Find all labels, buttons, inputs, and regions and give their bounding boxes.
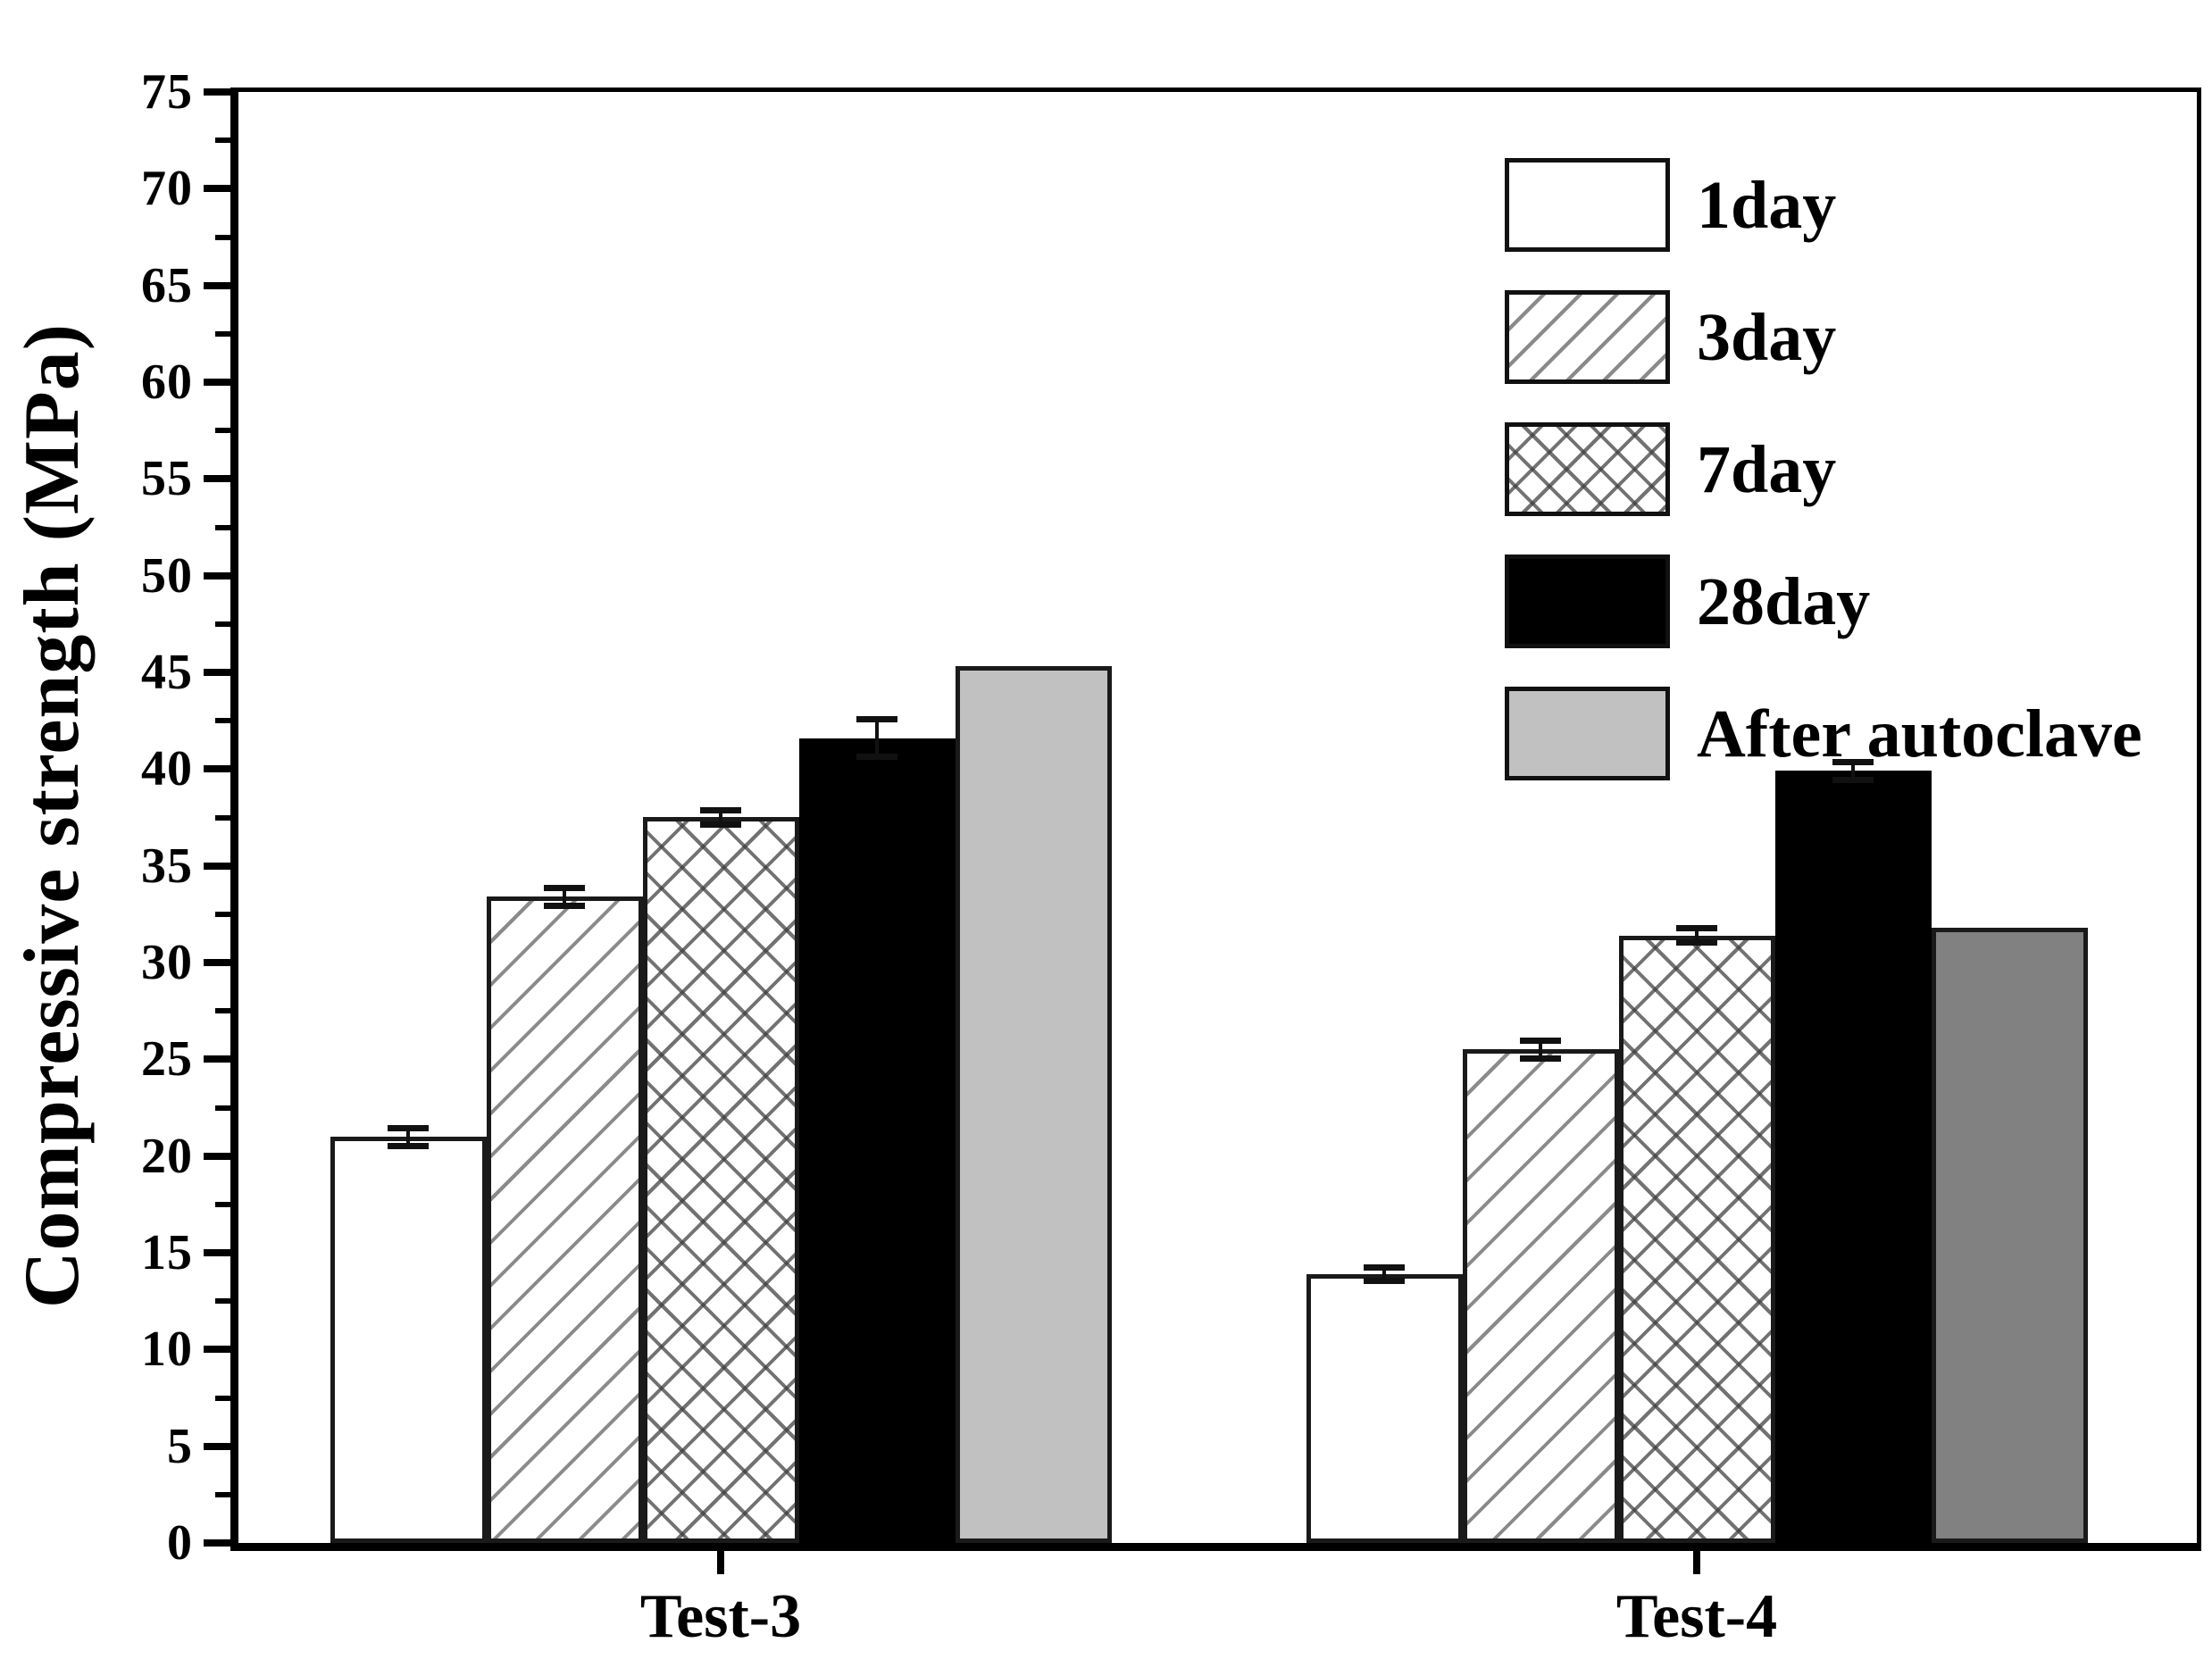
y-minor-tick xyxy=(215,1105,230,1111)
x-category-label: Test-4 xyxy=(1615,1582,1778,1651)
y-tick-label: 20 xyxy=(141,1128,193,1184)
y-tick-label: 30 xyxy=(141,935,193,990)
y-major-tick xyxy=(204,765,230,773)
bar-1day-test-3 xyxy=(330,1137,487,1543)
error-bar-cap-bottom xyxy=(1832,777,1874,783)
y-major-tick xyxy=(204,1346,230,1354)
error-bar-line xyxy=(875,722,879,754)
y-major-tick xyxy=(204,1539,230,1547)
y-major-tick xyxy=(204,185,230,193)
bar-3day-test-4 xyxy=(1462,1049,1619,1543)
legend-label-7day: 7day xyxy=(1697,431,1837,507)
bar-28day-test-3 xyxy=(798,738,956,1543)
error-bar-line xyxy=(1851,765,1855,777)
x-category-label: Test-3 xyxy=(639,1582,802,1651)
error-bar-line xyxy=(406,1130,410,1143)
y-tick-label: 45 xyxy=(141,645,193,700)
error-bar-cap-top xyxy=(856,716,897,723)
y-tick-label: 50 xyxy=(141,547,193,604)
plot-inner xyxy=(238,92,2197,1543)
y-tick-label: 35 xyxy=(141,838,193,894)
y-minor-tick xyxy=(215,814,230,821)
legend-swatch-28day xyxy=(1505,554,1670,648)
y-tick-label: 60 xyxy=(141,354,193,410)
y-major-tick xyxy=(204,1442,230,1450)
error-bar-cap-top xyxy=(388,1124,429,1131)
legend-label-28day: 28day xyxy=(1697,563,1871,639)
legend-label-1day: 1day xyxy=(1697,167,1837,243)
y-minor-tick xyxy=(215,428,230,434)
error-bar-cap-top xyxy=(544,884,585,891)
error-bar-cap-bottom xyxy=(856,754,897,760)
y-tick-label: 15 xyxy=(141,1225,193,1280)
y-minor-tick xyxy=(215,1491,230,1497)
y-tick-label: 5 xyxy=(167,1418,193,1474)
y-major-tick xyxy=(204,571,230,580)
y-minor-tick xyxy=(215,1008,230,1014)
error-bar-cap-top xyxy=(1520,1038,1561,1044)
y-major-tick xyxy=(204,1249,230,1256)
y-tick-label: 10 xyxy=(141,1322,193,1378)
y-major-tick xyxy=(204,959,230,966)
y-minor-tick xyxy=(215,1395,230,1401)
error-bar-cap-top xyxy=(700,807,741,814)
bar-after-autoclave-test-4 xyxy=(1931,928,2088,1543)
y-major-tick xyxy=(204,1055,230,1063)
y-minor-tick xyxy=(215,234,230,240)
error-bar-cap-bottom xyxy=(1676,939,1717,946)
y-major-tick xyxy=(204,475,230,483)
y-tick-label: 75 xyxy=(141,64,193,120)
y-major-tick xyxy=(204,379,230,386)
error-bar-cap-bottom xyxy=(1364,1278,1405,1285)
y-minor-tick xyxy=(215,138,230,144)
x-tick xyxy=(717,1551,724,1574)
bar-after-autoclave-test-3 xyxy=(955,666,1112,1543)
y-major-tick xyxy=(204,669,230,676)
y-tick-label: 0 xyxy=(167,1515,193,1571)
bar-28day-test-4 xyxy=(1774,771,1932,1543)
legend-swatch-7day xyxy=(1505,422,1670,516)
x-tick xyxy=(1693,1551,1700,1574)
y-minor-tick xyxy=(215,330,230,337)
error-bar-line xyxy=(719,813,722,821)
bar-3day-test-3 xyxy=(486,896,643,1543)
error-bar-cap-top xyxy=(1364,1263,1405,1271)
y-major-tick xyxy=(204,88,230,96)
y-minor-tick xyxy=(215,524,230,530)
legend-label-after-autoclave: After autoclave xyxy=(1697,696,2142,771)
error-bar-cap-top xyxy=(1676,925,1717,932)
legend-label-3day: 3day xyxy=(1697,299,1837,375)
y-tick-label: 40 xyxy=(141,741,193,797)
error-bar-cap-bottom xyxy=(700,821,741,828)
y-minor-tick xyxy=(215,1201,230,1207)
error-bar-line xyxy=(563,890,566,903)
error-bar-line xyxy=(1382,1270,1386,1279)
y-minor-tick xyxy=(215,1298,230,1305)
error-bar-line xyxy=(1539,1044,1542,1055)
legend-swatch-3day xyxy=(1505,290,1670,384)
error-bar-cap-top xyxy=(1832,759,1874,765)
plot-area xyxy=(230,88,2201,1551)
legend-swatch-after-autoclave xyxy=(1505,687,1670,780)
bar-1day-test-4 xyxy=(1306,1274,1463,1543)
legend-swatch-1day xyxy=(1505,158,1670,252)
y-tick-label: 25 xyxy=(141,1031,193,1088)
y-major-tick xyxy=(204,862,230,870)
y-tick-label: 55 xyxy=(141,451,193,507)
y-minor-tick xyxy=(215,718,230,724)
y-tick-label: 70 xyxy=(141,161,193,217)
bar-7day-test-4 xyxy=(1618,936,1775,1543)
error-bar-cap-bottom xyxy=(388,1142,429,1149)
y-major-tick xyxy=(204,1152,230,1160)
bar-7day-test-3 xyxy=(642,817,799,1543)
y-minor-tick xyxy=(215,621,230,627)
error-bar-cap-bottom xyxy=(1520,1055,1561,1062)
y-minor-tick xyxy=(215,911,230,917)
error-bar-line xyxy=(1695,931,1699,939)
error-bar-cap-bottom xyxy=(544,902,585,909)
y-tick-label: 65 xyxy=(141,257,193,313)
y-major-tick xyxy=(204,281,230,289)
